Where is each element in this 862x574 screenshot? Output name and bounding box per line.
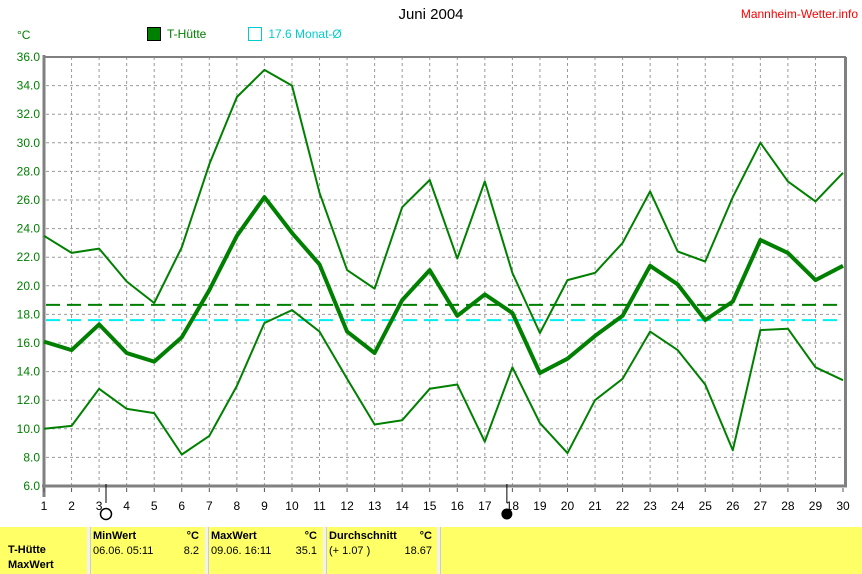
x-axis-label: 9 — [261, 499, 268, 513]
x-axis-label: 25 — [699, 499, 713, 513]
x-axis-label: 8 — [234, 499, 241, 513]
x-axis-label: 12 — [340, 499, 354, 513]
y-axis-label: 22.0 — [17, 250, 41, 264]
y-axis-label: 28.0 — [17, 164, 41, 178]
x-axis-label: 18 — [506, 499, 520, 513]
y-axis-label: 10.0 — [17, 422, 41, 436]
chart-legend: T-Hütte 17.6 Monat-Ø — [147, 27, 342, 41]
cyan-square-icon — [248, 27, 263, 41]
table-mode-label: MaxWert — [8, 559, 54, 571]
y-axis-label: 18.0 — [17, 307, 41, 321]
x-axis-label: 5 — [151, 499, 158, 513]
x-axis-label: 28 — [781, 499, 795, 513]
x-axis-label: 27 — [754, 499, 768, 513]
minwert-value: 8.2 — [183, 545, 199, 557]
tmax-line — [43, 68, 844, 334]
x-axis-label: 3 — [96, 499, 103, 513]
y-axis-unit-label: °C — [17, 28, 31, 42]
minwert-unit: °C — [186, 530, 199, 542]
green-square-icon — [147, 27, 161, 41]
x-axis-label: 2 — [68, 499, 75, 513]
tmin-line — [43, 309, 844, 456]
table-divider — [437, 527, 441, 574]
chart-canvas: 36.034.032.030.028.026.024.022.020.018.0… — [17, 50, 850, 521]
table-divider — [87, 527, 91, 574]
watermark-link[interactable]: Mannheim-Wetter.info — [740, 7, 858, 21]
x-axis-label: 22 — [616, 499, 630, 513]
x-axis-label: 14 — [395, 499, 409, 513]
x-axis-label: 20 — [561, 499, 575, 513]
x-axis-label: 4 — [123, 499, 130, 513]
table-row-labels: T-Hütte MaxWert — [8, 543, 54, 573]
table-divider — [323, 527, 327, 574]
x-axis-label: 30 — [836, 499, 850, 513]
page-title: Juni 2004 — [398, 6, 464, 23]
x-axis-label: 13 — [368, 499, 382, 513]
x-axis-label: 23 — [643, 499, 657, 513]
x-axis-label: 15 — [423, 499, 437, 513]
maxwert-datetime: 09.06. 16:11 — [211, 545, 272, 557]
durchschnitt-header: Durchschnitt — [329, 530, 397, 542]
y-axis-label: 14.0 — [17, 365, 41, 379]
x-axis-label: 10 — [285, 499, 299, 513]
tmean-line — [43, 195, 844, 375]
x-axis-label: 7 — [206, 499, 213, 513]
legend-label-month-avg: 17.6 Monat-Ø — [268, 27, 342, 41]
y-axis-label: 34.0 — [17, 79, 41, 93]
legend-label-t-huette: T-Hütte — [167, 27, 207, 41]
minwert-datetime: 06.06. 05:11 — [93, 545, 154, 557]
y-axis-label: 30.0 — [17, 136, 41, 150]
y-axis-label: 24.0 — [17, 222, 41, 236]
y-axis-label: 8.0 — [23, 450, 40, 464]
legend-item-month-avg: 17.6 Monat-Ø — [248, 27, 342, 41]
x-axis-label: 26 — [726, 499, 740, 513]
table-series-label: T-Hütte — [8, 544, 46, 556]
durchschnitt-value: 18.67 — [404, 545, 432, 557]
y-axis-label: 12.0 — [17, 393, 41, 407]
x-axis-label: 19 — [533, 499, 547, 513]
x-axis-label: 6 — [178, 499, 185, 513]
x-axis-label: 21 — [588, 499, 602, 513]
x-axis-label: 11 — [313, 499, 326, 513]
x-axis-label: 29 — [809, 499, 823, 513]
minwert-header: MinWert — [93, 530, 137, 542]
y-axis-label: 36.0 — [17, 50, 41, 64]
durchschnitt-delta: (+ 1.07 ) — [329, 545, 371, 557]
y-axis-label: 26.0 — [17, 193, 41, 207]
table-cell-maxwert: MaxWert °C 09.06. 16:11 35.1 — [211, 527, 317, 574]
table-cell-minwert: MinWert °C 06.06. 05:11 8.2 — [93, 527, 199, 574]
maxwert-unit: °C — [304, 530, 317, 542]
x-axis-label: 24 — [671, 499, 685, 513]
y-axis-label: 32.0 — [17, 107, 41, 121]
x-axis-label: 17 — [478, 499, 492, 513]
legend-item-t-huette: T-Hütte — [147, 27, 206, 41]
x-axis-label: 1 — [41, 499, 48, 513]
y-axis-label: 16.0 — [17, 336, 41, 350]
x-axis-label: 16 — [451, 499, 465, 513]
table-divider — [205, 527, 209, 574]
full-moon-icon — [99, 507, 113, 521]
y-axis-label: 20.0 — [17, 279, 41, 293]
y-axis-label: 6.0 — [23, 479, 40, 493]
maxwert-value: 35.1 — [295, 545, 317, 557]
new-moon-icon — [501, 508, 513, 520]
summary-table: T-Hütte MaxWert MinWert °C 06.06. 05:11 … — [0, 527, 862, 574]
durchschnitt-unit: °C — [419, 530, 432, 542]
table-cell-durchschnitt: Durchschnitt °C (+ 1.07 ) 18.67 — [329, 527, 432, 574]
maxwert-header: MaxWert — [211, 530, 257, 542]
